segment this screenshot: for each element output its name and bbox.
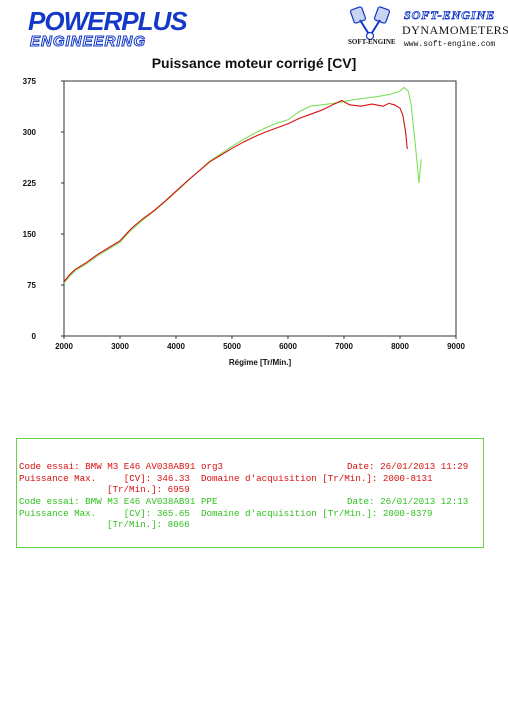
run2-max: Puissance Max. [CV]: 365.65 Domaine d'ac… (19, 508, 433, 519)
logo-engineering-text: ENGINEERING (30, 33, 147, 50)
y-tick-label: 150 (23, 230, 37, 239)
test-info-box: Code essai: BMW M3 E46 AV038AB91 org3 Da… (16, 438, 484, 548)
chart-title: Puissance moteur corrigé [CV] (151, 55, 357, 71)
run1-rpm: [Tr/Min.]: 6959 (107, 484, 190, 495)
x-axis-label: Régime [Tr/Min.] (229, 358, 292, 367)
run1-code: Code essai: BMW M3 E46 AV038AB91 org3 (19, 461, 223, 472)
piston-emblem-icon (349, 6, 391, 41)
x-tick-label: 6000 (279, 342, 297, 351)
x-tick-label: 9000 (447, 342, 465, 351)
dynamometers-text: DYNAMOMETERS (402, 23, 508, 37)
y-tick-label: 0 (32, 332, 37, 341)
series-run1-line (63, 99, 408, 282)
x-tick-label: 5000 (223, 342, 241, 351)
x-tick-label: 4000 (167, 342, 185, 351)
x-tick-label: 7000 (335, 342, 353, 351)
plot-frame (63, 80, 457, 337)
y-tick-label: 375 (23, 77, 37, 86)
soft-engine-small-text: SOFT-ENGINE (348, 38, 396, 46)
power-chart: 0 75 150 225 300 375 2000 3000 4000 5000 6000 7000 8… (23, 77, 466, 367)
x-tick-label: 8000 (391, 342, 409, 351)
run1-max: Puissance Max. [CV]: 346.33 Domaine d'ac… (19, 473, 433, 484)
run2-rpm: [Tr/Min.]: 8066 (107, 519, 190, 530)
soft-engine-title: SOFT-ENGINE (404, 8, 496, 23)
run2-date: Date: 26/01/2013 12:13 (347, 496, 469, 507)
run1-date: Date: 26/01/2013 11:29 (347, 461, 469, 472)
x-tick-label: 3000 (111, 342, 129, 351)
soft-engine-logo: SOFT-ENGINE DYNAMOMETERS SOFT-ENGINE www… (348, 6, 508, 52)
y-tick-label: 75 (27, 281, 36, 290)
x-tick-label: 2000 (55, 342, 73, 351)
series-run2-line (63, 86, 422, 284)
website-url: www.soft-engine.com (404, 40, 496, 49)
run2-code: Code essai: BMW M3 E46 AV038AB91 PPE (19, 496, 218, 507)
y-tick-label: 300 (23, 128, 37, 137)
y-tick-label: 225 (23, 179, 37, 188)
